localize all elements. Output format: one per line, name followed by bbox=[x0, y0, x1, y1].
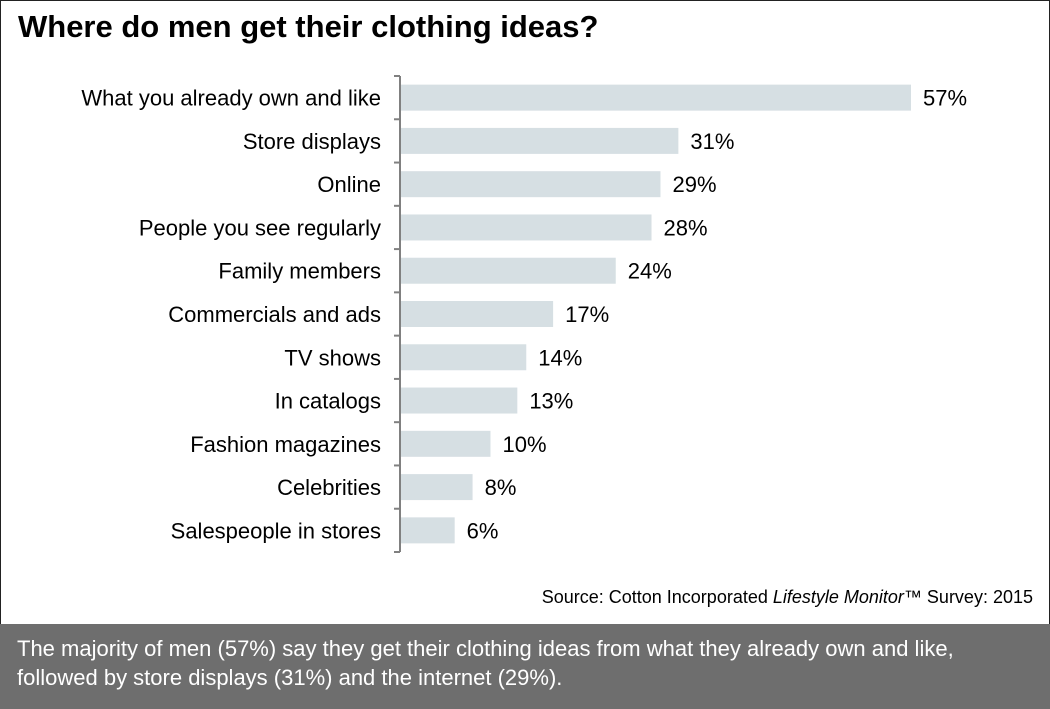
bar bbox=[401, 430, 491, 457]
category-label: People you see regularly bbox=[139, 215, 381, 240]
value-label: 31% bbox=[690, 129, 734, 154]
category-label: Fashion magazines bbox=[190, 432, 381, 457]
category-label: Family members bbox=[218, 259, 381, 284]
bar bbox=[401, 84, 911, 111]
source-prefix: Source: Cotton Incorporated bbox=[541, 587, 773, 607]
category-label: Celebrities bbox=[277, 475, 381, 500]
bar bbox=[401, 257, 616, 284]
value-label: 17% bbox=[565, 302, 609, 327]
bar bbox=[401, 387, 518, 414]
value-label: 24% bbox=[628, 259, 672, 284]
value-label: 29% bbox=[672, 172, 716, 197]
bar bbox=[401, 474, 473, 501]
category-label: What you already own and like bbox=[81, 86, 381, 111]
category-label: Commercials and ads bbox=[168, 302, 381, 327]
value-label: 13% bbox=[529, 389, 573, 414]
source-italic: Lifestyle Monitor bbox=[772, 587, 904, 607]
bar-chart: What you already own and like 57% Store di… bbox=[81, 75, 967, 553]
bar bbox=[401, 171, 661, 198]
source-suffix: ™ Survey: 2015 bbox=[903, 587, 1033, 607]
bar bbox=[401, 344, 527, 371]
bar bbox=[401, 301, 554, 327]
value-label: 8% bbox=[485, 475, 517, 500]
value-label: 57% bbox=[923, 86, 967, 111]
category-label: Salespeople in stores bbox=[171, 518, 381, 543]
category-label: TV shows bbox=[284, 345, 381, 370]
value-label: 14% bbox=[538, 345, 582, 370]
source-note: Source: Cotton Incorporated Lifestyle Mo… bbox=[542, 587, 1033, 608]
category-label: In catalogs bbox=[275, 389, 381, 414]
bar bbox=[401, 214, 652, 241]
bar bbox=[401, 127, 679, 154]
value-label: 10% bbox=[502, 432, 546, 457]
category-label: Store displays bbox=[243, 129, 381, 154]
category-label: Online bbox=[317, 172, 381, 197]
value-label: 6% bbox=[467, 518, 499, 543]
bar bbox=[401, 517, 455, 544]
chart-title: Where do men get their clothing ideas? bbox=[18, 9, 599, 44]
summary-banner: The majority of men (57%) say they get t… bbox=[0, 624, 1050, 709]
summary-text: The majority of men (57%) say they get t… bbox=[17, 636, 954, 690]
chart-frame: Where do men get their clothing ideas? W… bbox=[0, 0, 1050, 625]
value-label: 28% bbox=[664, 215, 708, 240]
